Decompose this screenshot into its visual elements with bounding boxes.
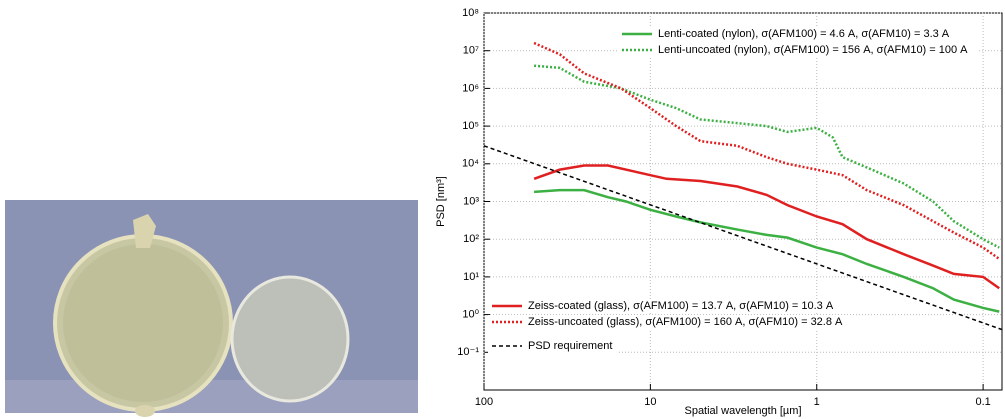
legend-label: Lenti-uncoated (nylon), σ(AFM100) = 156 … [658,44,968,56]
x-axis-title: Spatial wavelength [µm] [684,405,801,417]
y-tick-label: 10⁶ [462,82,479,94]
series-line [533,41,1000,260]
x-tick-label: 0.1 [975,396,990,408]
legend-background [618,43,978,57]
legend-background [618,27,978,41]
photo-shadow [5,380,418,413]
legend-background [488,339,618,353]
y-tick-label: 10⁻¹ [457,346,479,358]
x-tick-label: 1 [814,396,820,408]
lens-small [230,275,350,403]
legend-label: Lenti-coated (nylon), σ(AFM100) = 4.6 A,… [658,28,950,40]
y-axis-title: PSD [nm³] [435,176,447,227]
series-line [533,64,1000,249]
y-tick-label: 10⁴ [462,158,479,170]
x-tick-label: 100 [475,396,493,408]
lens-large-inner [63,244,223,402]
legend-background [488,315,848,329]
chart: 10⁻¹ 10⁰ 10¹ 10² 10³ 10⁴ 10⁵ 10⁶ 10⁷ 10⁸ 100 10 1 0.1… [435,7,1003,417]
y-tick-label: 10⁸ [462,7,479,19]
series-line [483,145,1003,331]
legend-background [488,299,848,313]
legend-label: PSD requirement [528,340,612,352]
y-tick-label: 10⁵ [462,120,479,132]
y-tick-label: 10³ [463,195,479,207]
y-tick-label: 10⁷ [463,45,479,57]
x-tick-label: 10 [644,396,656,408]
series-line [533,164,1000,290]
lens-tab [133,214,156,248]
y-tick-label: 10² [463,233,479,245]
photo [5,200,418,417]
lens-tab-bottom [135,405,155,417]
series-line [533,188,1000,313]
y-tick-label: 10⁰ [462,309,479,321]
legend-label: Zeiss-coated (glass), σ(AFM100) = 13.7 A… [528,300,834,312]
legend-label: Zeiss-uncoated (glass), σ(AFM100) = 160 … [528,316,843,328]
y-tick-label: 10¹ [463,271,479,283]
